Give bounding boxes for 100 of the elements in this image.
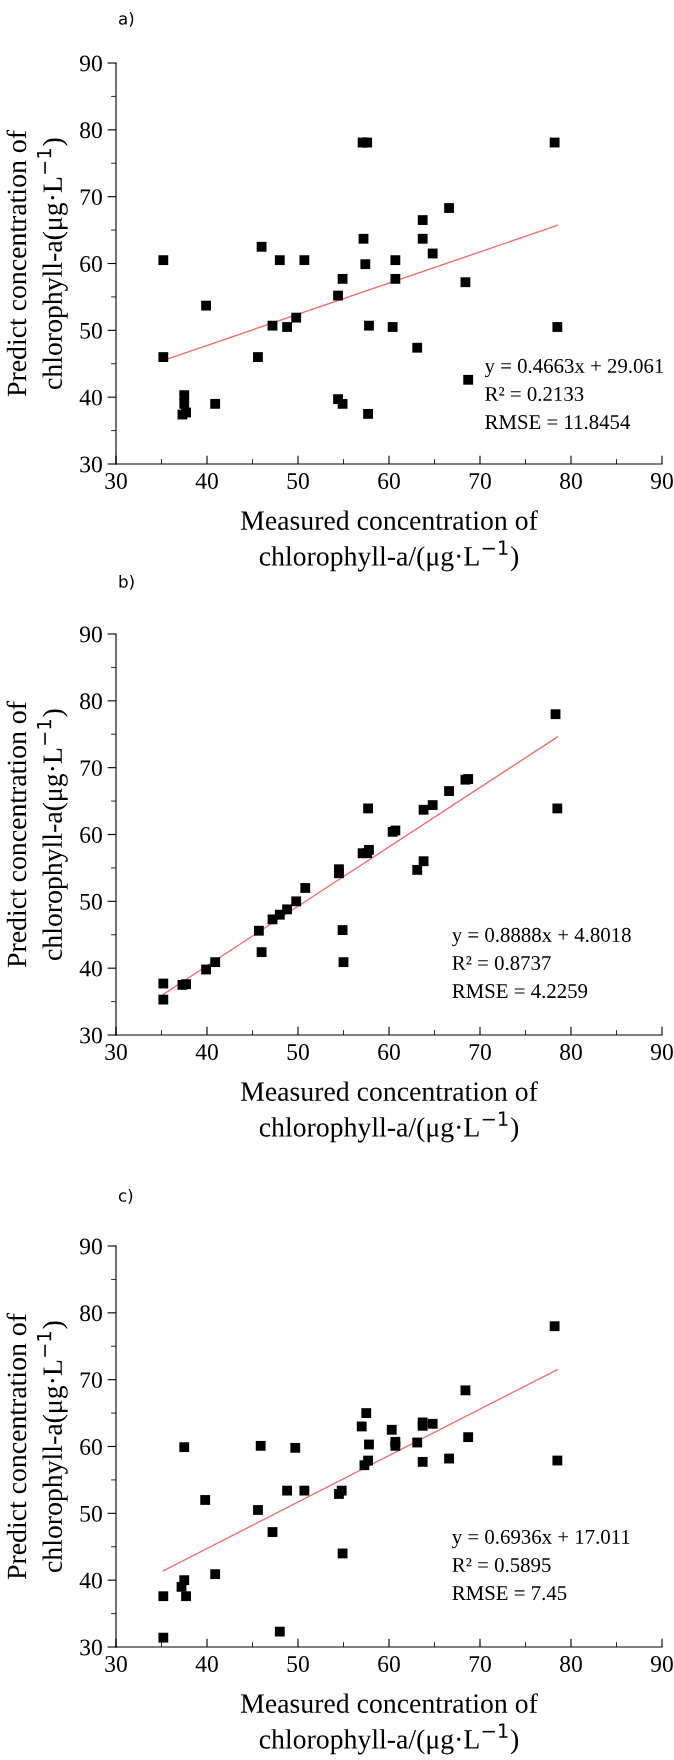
y-tick-label: 90 [79,626,102,643]
point [460,1385,471,1396]
y-tick-label: 30 [80,1639,102,1656]
x-tick-label: 90 [650,473,673,489]
point [444,203,454,213]
point [181,407,191,418]
point [158,1591,169,1602]
x-tick-label: 60 [378,1044,400,1060]
point [549,1321,560,1332]
point [390,1440,401,1451]
x-tick-label: 90 [650,1656,673,1672]
point [267,320,278,331]
y-tick-label: 70 [80,760,102,777]
point [412,342,423,353]
point [364,844,374,855]
y-tick-label: 70 [80,1372,102,1389]
point [299,255,310,266]
point [334,868,344,879]
y-tick-label: 50 [80,893,102,910]
point [158,994,169,1005]
point [412,1437,423,1448]
x-tick-label: 60 [378,1656,400,1672]
point [274,255,285,266]
point [387,322,398,332]
x-tick-label: 50 [287,1044,309,1060]
point [179,1442,190,1453]
point [427,800,438,810]
point [552,1455,563,1466]
x-tick-label: 40 [195,1656,218,1672]
point [360,259,371,270]
point [444,786,454,796]
point [158,978,169,989]
y-axis-title: Predict concentration of chlorophyll-a(μg·L$^{−1}$) [6,1313,68,1580]
x-tick-label: 30 [105,473,127,489]
point [337,398,348,409]
y-tick-label: 40 [79,1572,102,1589]
annotation: RMSE = 7.45 [452,1586,567,1601]
point [282,904,292,915]
point [210,398,221,409]
chart-title: a) [119,11,134,27]
point [253,352,263,362]
y-tick-label: 80 [80,122,102,139]
point [363,1455,373,1466]
x-tick-label: 60 [378,473,400,489]
point [337,925,348,935]
point [179,390,190,401]
point [356,1421,367,1432]
y-tick-label: 80 [80,1305,102,1322]
point [364,1439,374,1450]
point [158,1632,169,1643]
point [282,1485,292,1496]
point [333,290,343,301]
point [363,408,373,419]
x-tick-label: 50 [287,473,309,489]
point [363,803,373,814]
y-tick-label: 70 [80,189,102,206]
x-tick-label: 80 [560,1656,582,1672]
point [291,312,302,323]
point [549,137,560,148]
point [418,856,429,867]
y-axis-title: Predict concentration of chlorophyll-a(μg·L$^{−1}$) [6,130,68,397]
chart-title: b) [119,574,134,590]
point [427,1418,438,1429]
x-axis-title: Measured concentration of chlorophyll-a/(μg·L$^{−1}$) [240,510,538,572]
point [158,255,169,266]
annotation: RMSE = 4.2259 [452,984,588,999]
point [181,979,191,990]
annotation: y = 0.8888x + 4.8018 [452,927,631,947]
point [181,1591,191,1602]
y-tick-label: 40 [79,960,102,977]
annotation: R² = 0.8737 [452,955,551,971]
y-tick-label: 80 [80,693,102,710]
x-axis-title: Measured concentration of chlorophyll-a/(μg·L$^{−1}$) [240,1081,538,1143]
point [299,1485,310,1496]
point [361,1408,372,1418]
y-tick-label: 50 [80,1505,102,1522]
point [200,1495,211,1505]
point [253,925,264,936]
point [463,374,474,385]
point [210,957,221,968]
y-tick-label: 40 [79,389,102,406]
x-tick-label: 50 [287,1656,309,1672]
point [390,273,401,284]
point [463,1432,474,1443]
point [362,137,373,148]
point [550,709,561,720]
point [158,352,169,362]
x-axis-title: Measured concentration of chlorophyll-a/(μg·L$^{−1}$) [240,1693,538,1755]
point [412,865,423,875]
point [417,233,428,244]
point [358,233,369,244]
y-tick-label: 50 [80,322,102,339]
point [290,1442,301,1453]
x-tick-label: 70 [469,1656,491,1672]
point [338,957,349,968]
x-tick-label: 40 [195,1044,218,1060]
point [282,322,292,332]
y-tick-label: 30 [80,456,102,473]
x-tick-label: 40 [195,473,218,489]
point [427,248,438,259]
